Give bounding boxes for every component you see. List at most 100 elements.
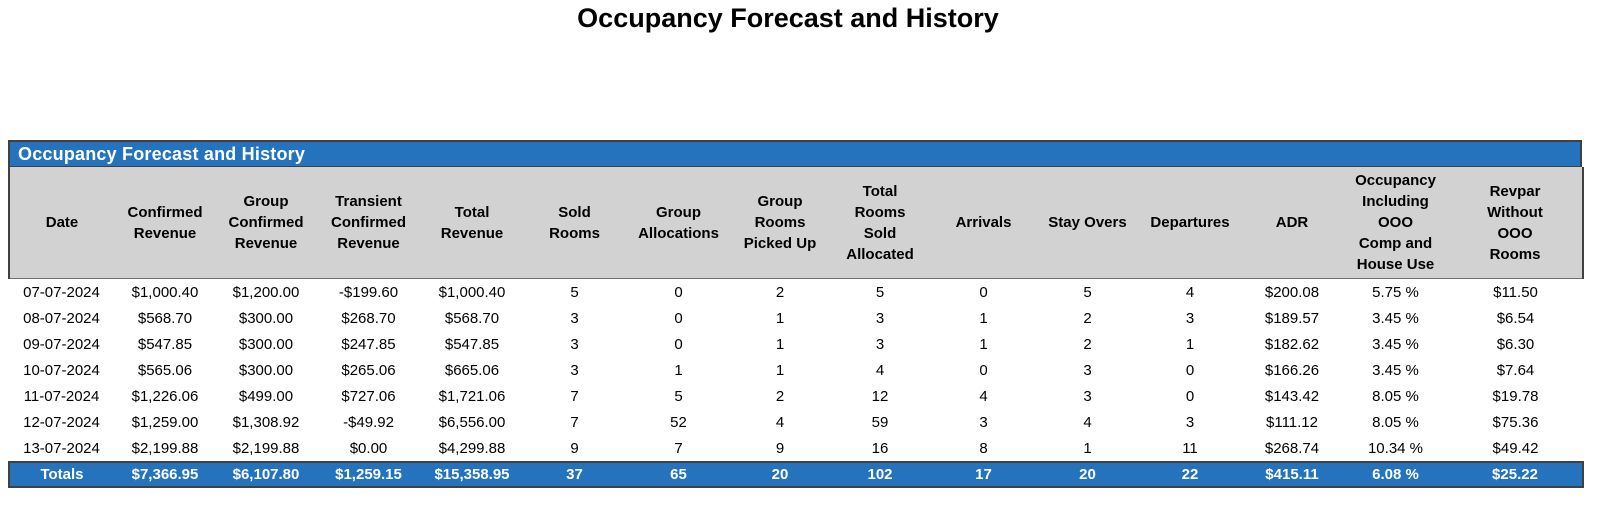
value-cell: $1,000.40 [114,278,216,305]
value-cell: 1 [731,305,829,331]
value-cell: 1 [931,331,1036,357]
value-cell: 59 [829,409,931,435]
value-cell: 1 [731,331,829,357]
date-cell: 07-07-2024 [9,278,114,305]
value-cell: $268.74 [1241,435,1343,462]
value-cell: $143.42 [1241,383,1343,409]
value-cell: 52 [626,409,731,435]
value-cell: $1,259.00 [114,409,216,435]
value-cell: $2,199.88 [216,435,316,462]
value-cell: $0.00 [316,435,421,462]
value-cell: $547.85 [114,331,216,357]
column-header: Departures [1139,167,1241,279]
column-header: Sold Rooms [523,167,626,279]
value-cell: 3 [829,305,931,331]
value-cell: 1 [626,357,731,383]
value-cell: 0 [626,278,731,305]
value-cell: $75.36 [1448,409,1583,435]
value-cell: 8.05 % [1343,409,1448,435]
table-body: 07-07-2024 $1,000.40 $1,200.00 -$199.60 $1,0… [9,278,1583,462]
value-cell: 3 [523,305,626,331]
date-cell: 11-07-2024 [9,383,114,409]
value-cell: 3 [523,331,626,357]
totals-value: 22 [1139,461,1241,488]
value-cell: 11 [1139,435,1241,462]
value-cell: $189.57 [1241,305,1343,331]
value-cell: 5 [626,383,731,409]
table-row: 11-07-2024 $1,226.06 $499.00 $727.06 $1,721.… [9,383,1583,409]
value-cell: 0 [1139,357,1241,383]
value-cell: $265.06 [316,357,421,383]
value-cell: 8.05 % [1343,383,1448,409]
value-cell: $300.00 [216,305,316,331]
column-header: Group Allocations [626,167,731,279]
column-header: ADR [1241,167,1343,279]
value-cell: $300.00 [216,357,316,383]
value-cell: $49.42 [1448,435,1583,462]
column-header: Occupancy Including OOO Comp and House U… [1343,167,1448,279]
value-cell: $200.08 [1241,278,1343,305]
value-cell: 4 [731,409,829,435]
value-cell: $6.54 [1448,305,1583,331]
value-cell: 3.45 % [1343,305,1448,331]
table-row: 13-07-2024 $2,199.88 $2,199.88 $0.00 $4,299.… [9,435,1583,462]
value-cell: 7 [523,409,626,435]
totals-value: 65 [626,461,731,488]
value-cell: $166.26 [1241,357,1343,383]
totals-value: 6.08 % [1343,461,1448,488]
table-row: 09-07-2024 $547.85 $300.00 $247.85 $547.85 3 0… [9,331,1583,357]
value-cell: 3 [829,331,931,357]
value-cell: 4 [829,357,931,383]
value-cell: 3 [931,409,1036,435]
value-cell: $2,199.88 [114,435,216,462]
column-header: Arrivals [931,167,1036,279]
value-cell: $6.30 [1448,331,1583,357]
value-cell: 16 [829,435,931,462]
value-cell: $19.78 [1448,383,1583,409]
value-cell: $547.85 [421,331,523,357]
value-cell: 0 [626,331,731,357]
date-cell: 10-07-2024 [9,357,114,383]
value-cell: 4 [931,383,1036,409]
value-cell: 2 [1036,305,1139,331]
value-cell: $11.50 [1448,278,1583,305]
value-cell: $665.06 [421,357,523,383]
value-cell: $111.12 [1241,409,1343,435]
value-cell: $247.85 [316,331,421,357]
value-cell: 3 [1139,305,1241,331]
totals-value: $6,107.80 [216,461,316,488]
value-cell: 9 [523,435,626,462]
value-cell: 2 [1036,331,1139,357]
value-cell: 3 [1036,383,1139,409]
value-cell: 8 [931,435,1036,462]
value-cell: 3 [1036,357,1139,383]
value-cell: $7.64 [1448,357,1583,383]
value-cell: 3 [1139,409,1241,435]
value-cell: 4 [1139,278,1241,305]
page-title: Occupancy Forecast and History [577,3,999,33]
report-table-container: Occupancy Forecast and History Date Confi… [8,140,1584,488]
occupancy-table: Date Confirmed Revenue Group Confirmed Rev… [8,167,1584,488]
value-cell: $565.06 [114,357,216,383]
value-cell: 0 [626,305,731,331]
totals-value: $1,259.15 [316,461,421,488]
value-cell: 1 [731,357,829,383]
value-cell: $1,200.00 [216,278,316,305]
value-cell: 4 [1036,409,1139,435]
totals-value: 20 [1036,461,1139,488]
value-cell: 0 [931,357,1036,383]
totals-value: 20 [731,461,829,488]
value-cell: $499.00 [216,383,316,409]
date-cell: 13-07-2024 [9,435,114,462]
totals-value: 17 [931,461,1036,488]
date-cell: 12-07-2024 [9,409,114,435]
totals-value: 37 [523,461,626,488]
value-cell: 7 [626,435,731,462]
date-cell: 08-07-2024 [9,305,114,331]
date-cell: 09-07-2024 [9,331,114,357]
totals-value: $7,366.95 [114,461,216,488]
column-header: Stay Overs [1036,167,1139,279]
value-cell: $727.06 [316,383,421,409]
value-cell: 2 [731,383,829,409]
value-cell: 3 [523,357,626,383]
